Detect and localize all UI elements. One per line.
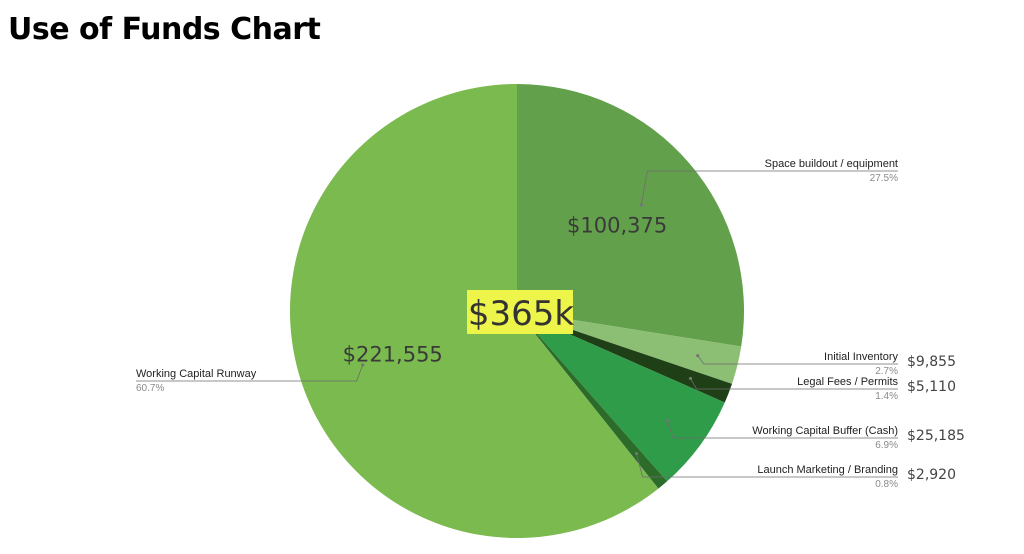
leader-line [666, 420, 898, 439]
category-label-space-buildout-equipment: Space buildout / equipment [765, 158, 898, 170]
percent-label-initial-inventory: 2.7% [875, 366, 898, 377]
percent-label-launch-marketing-branding: 0.8% [875, 479, 898, 490]
pie-labels: $100,375 Space buildout / equipment 27.5% I… [136, 158, 965, 490]
category-label-legal-fees-permits: Legal Fees / Permits [797, 376, 898, 388]
side-value-label-working-capital-buffer-cash: $25,185 [907, 428, 965, 444]
leader-line [636, 453, 898, 478]
leader-line [640, 170, 898, 205]
side-value-label-legal-fees-permits: $5,110 [907, 379, 956, 395]
percent-label-legal-fees-permits: 1.4% [875, 391, 898, 402]
category-label-launch-marketing-branding: Launch Marketing / Branding [757, 464, 898, 476]
category-label-initial-inventory: Initial Inventory [824, 351, 898, 363]
slice-value-label-working-capital-runway: $221,555 [343, 342, 443, 366]
category-label-working-capital-buffer-cash: Working Capital Buffer (Cash) [752, 425, 898, 437]
leader-line [697, 355, 898, 365]
leader-line [136, 364, 364, 382]
leader-line [690, 378, 898, 390]
category-label-working-capital-runway: Working Capital Runway [136, 368, 257, 380]
pie-slice-launch-marketing-branding [517, 311, 668, 489]
pie-slice-working-capital-buffer-cash [517, 311, 725, 482]
slice-value-label-space-buildout-equipment: $100,375 [567, 213, 667, 237]
center-total-label: $365k [468, 294, 575, 334]
pie-slice-initial-inventory [517, 311, 742, 384]
pie-slice-space-buildout-equipment [517, 84, 744, 347]
center-total-highlight [467, 290, 573, 334]
percent-label-space-buildout-equipment: 27.5% [870, 173, 898, 184]
leader-lines [136, 170, 898, 478]
percent-label-working-capital-runway: 60.7% [136, 383, 164, 394]
percent-label-working-capital-buffer-cash: 6.9% [875, 440, 898, 451]
side-value-label-initial-inventory: $9,855 [907, 354, 956, 370]
page-title: Use of Funds Chart [8, 12, 321, 47]
side-value-label-launch-marketing-branding: $2,920 [907, 467, 956, 483]
